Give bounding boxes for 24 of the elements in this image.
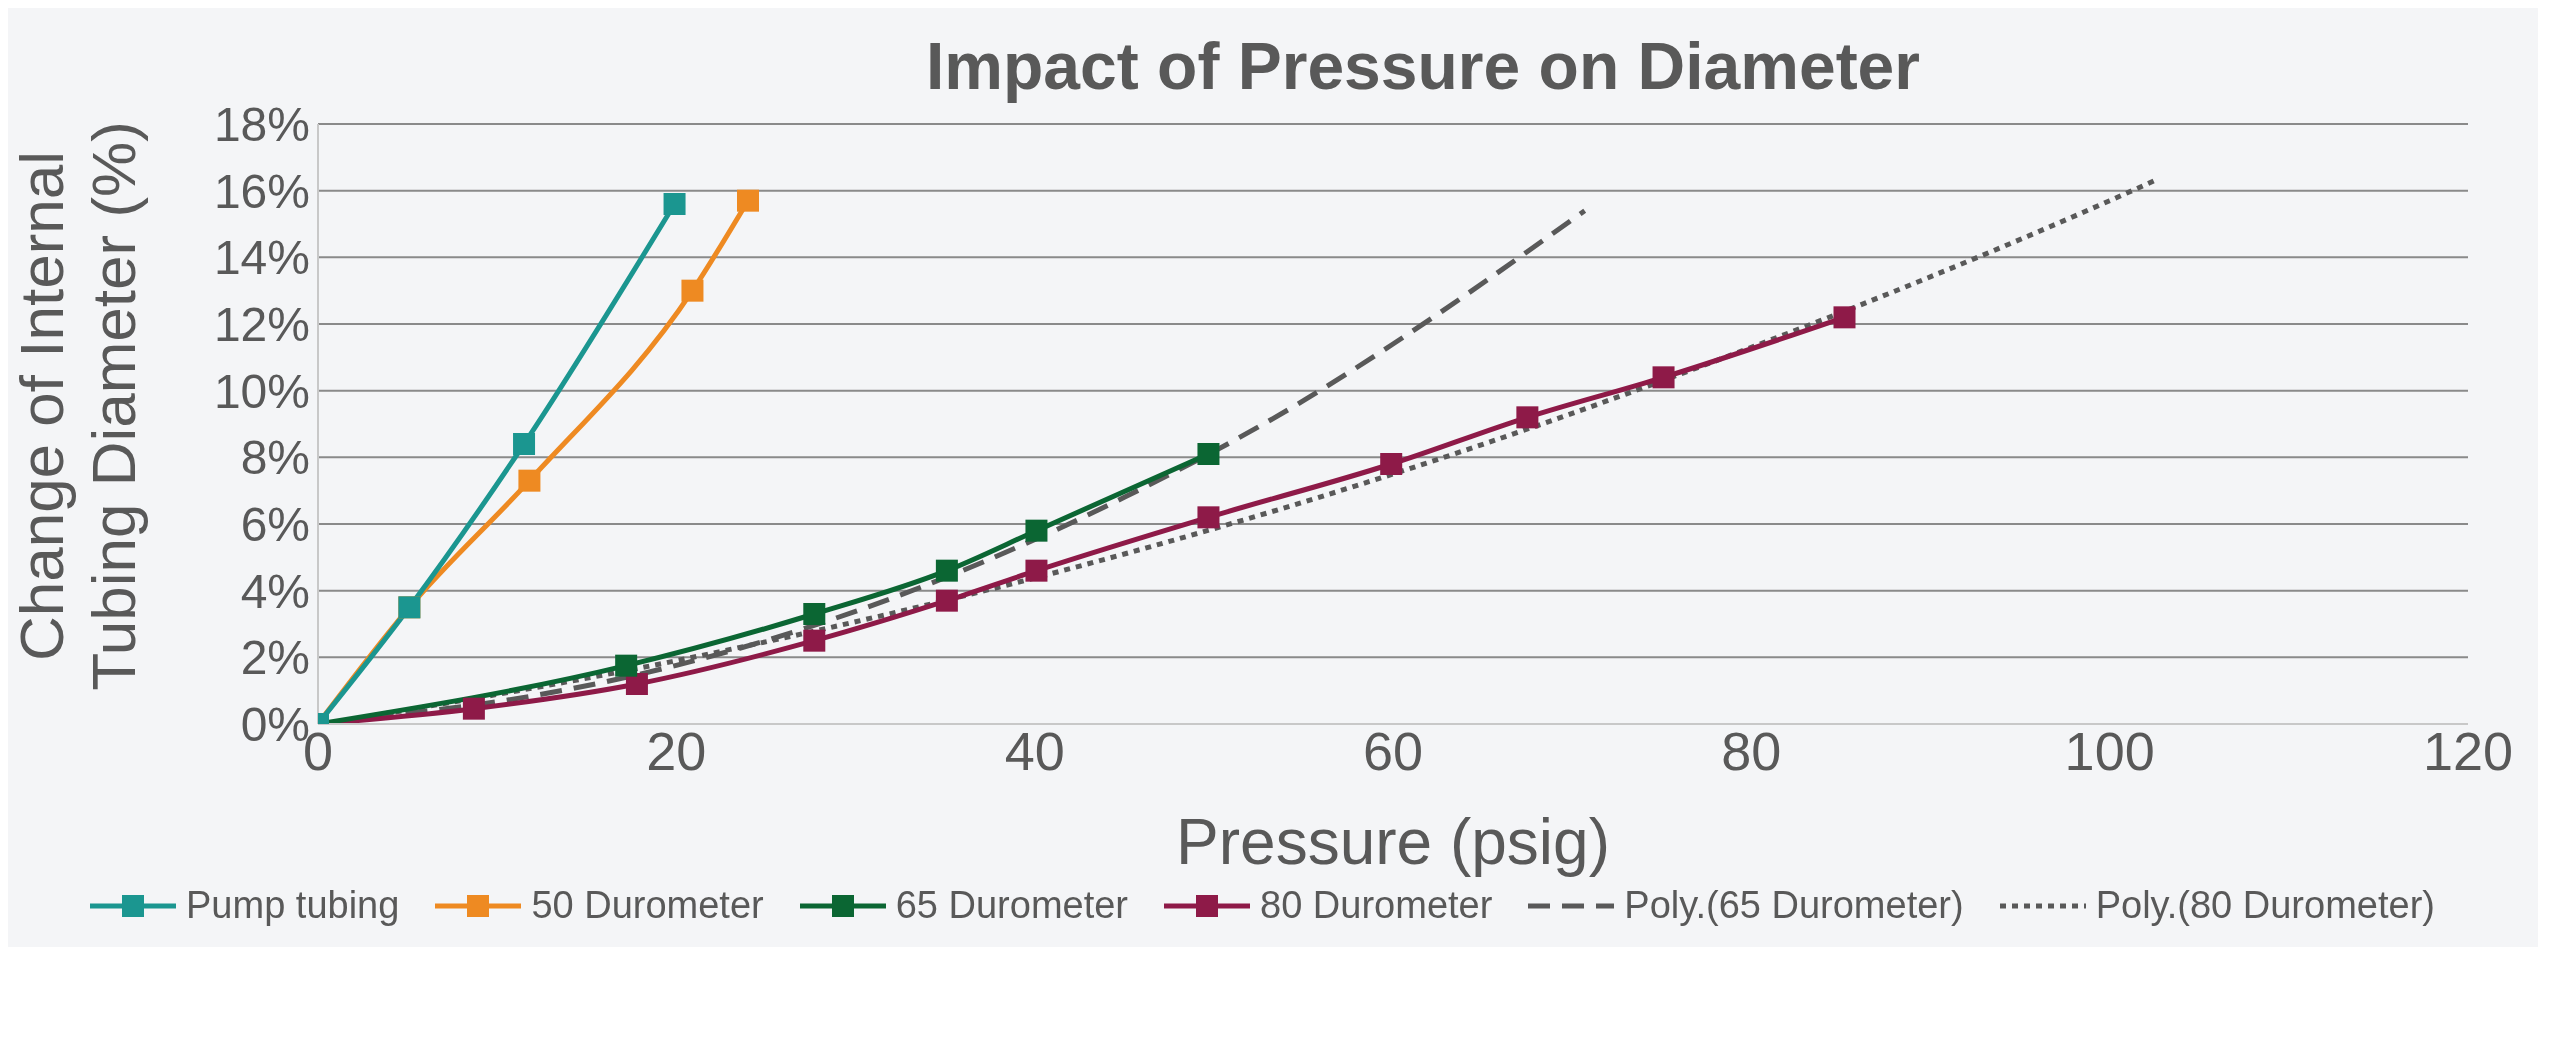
y-tick-label: 18% [213,98,310,152]
legend-label: 65 Durometer [895,884,1129,927]
x-axis-title: Pressure (psig) [1176,806,1610,878]
legend-label: 80 Durometer [1260,884,1493,927]
x-tick-label: 20 [646,721,707,782]
y-tick-label: 12% [213,298,310,352]
legend-label: Poly.(65 Durometer) [1624,884,1964,927]
y-tick-label: 14% [213,231,310,285]
x-tick-label: 80 [1721,721,1782,782]
y-tick-label: 2% [240,631,310,685]
legend-label: Poly.(80 Durometer) [2095,884,2435,927]
x-tick-label: 40 [1004,721,1065,782]
y-tick-label: 10% [213,364,310,418]
y-tick-label: 6% [240,498,310,552]
y-axis-title: Change of Internal Tubing Diameter (%) [6,120,149,693]
y-tick-label: 16% [213,164,310,218]
x-tick-label: 100 [2064,721,2155,782]
chart-title: Impact of Pressure on Diameter [926,29,1920,103]
y-tick-label: 8% [240,431,310,485]
x-tick-label: 120 [2422,721,2514,782]
y-tick-label: 4% [240,564,310,618]
legend-label: 50 Durometer [531,884,764,927]
legend-label: Pump tubing [186,884,400,927]
x-tick-label: 60 [1362,721,1424,782]
